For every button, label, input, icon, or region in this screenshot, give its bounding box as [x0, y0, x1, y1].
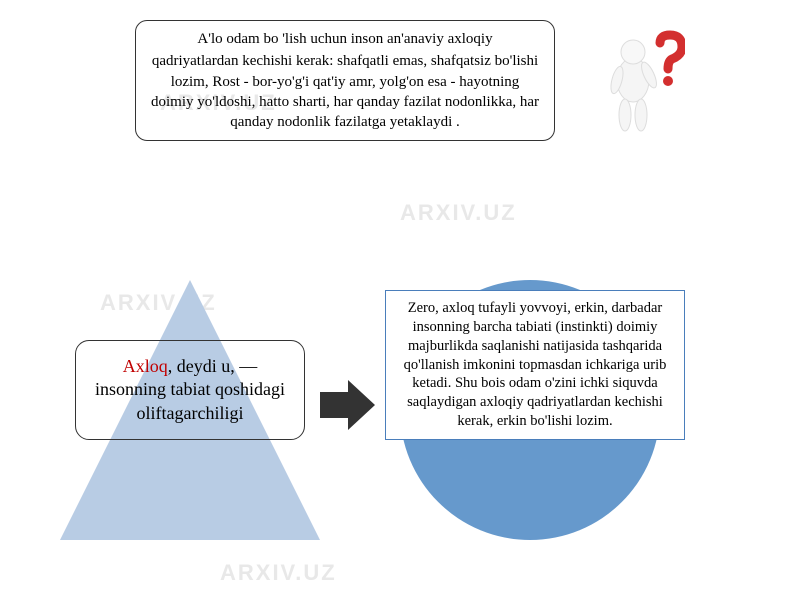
top-text-box: A'lo odam bo 'lish uchun inson an'anaviy… [135, 20, 555, 141]
left-box-red-word: Axloq [123, 356, 168, 376]
right-text-box: Zero, axloq tufayli yovvoyi, erkin, darb… [385, 290, 685, 440]
top-box-line1: A'lo odam bo 'lish uchun inson an'anaviy… [150, 29, 540, 49]
question-figure-icon [595, 30, 685, 140]
arrow-right-icon [320, 380, 375, 435]
top-box-line2: qadriyatlardan kechishi kerak: shafqatli… [150, 51, 540, 132]
watermark: ARXIV.UZ [220, 560, 337, 586]
watermark: ARXIV.UZ [400, 200, 517, 226]
right-box-text: Zero, axloq tufayli yovvoyi, erkin, darb… [404, 300, 667, 429]
left-text-box: Axloq, deydi u, — insonning tabiat qoshi… [75, 340, 305, 440]
